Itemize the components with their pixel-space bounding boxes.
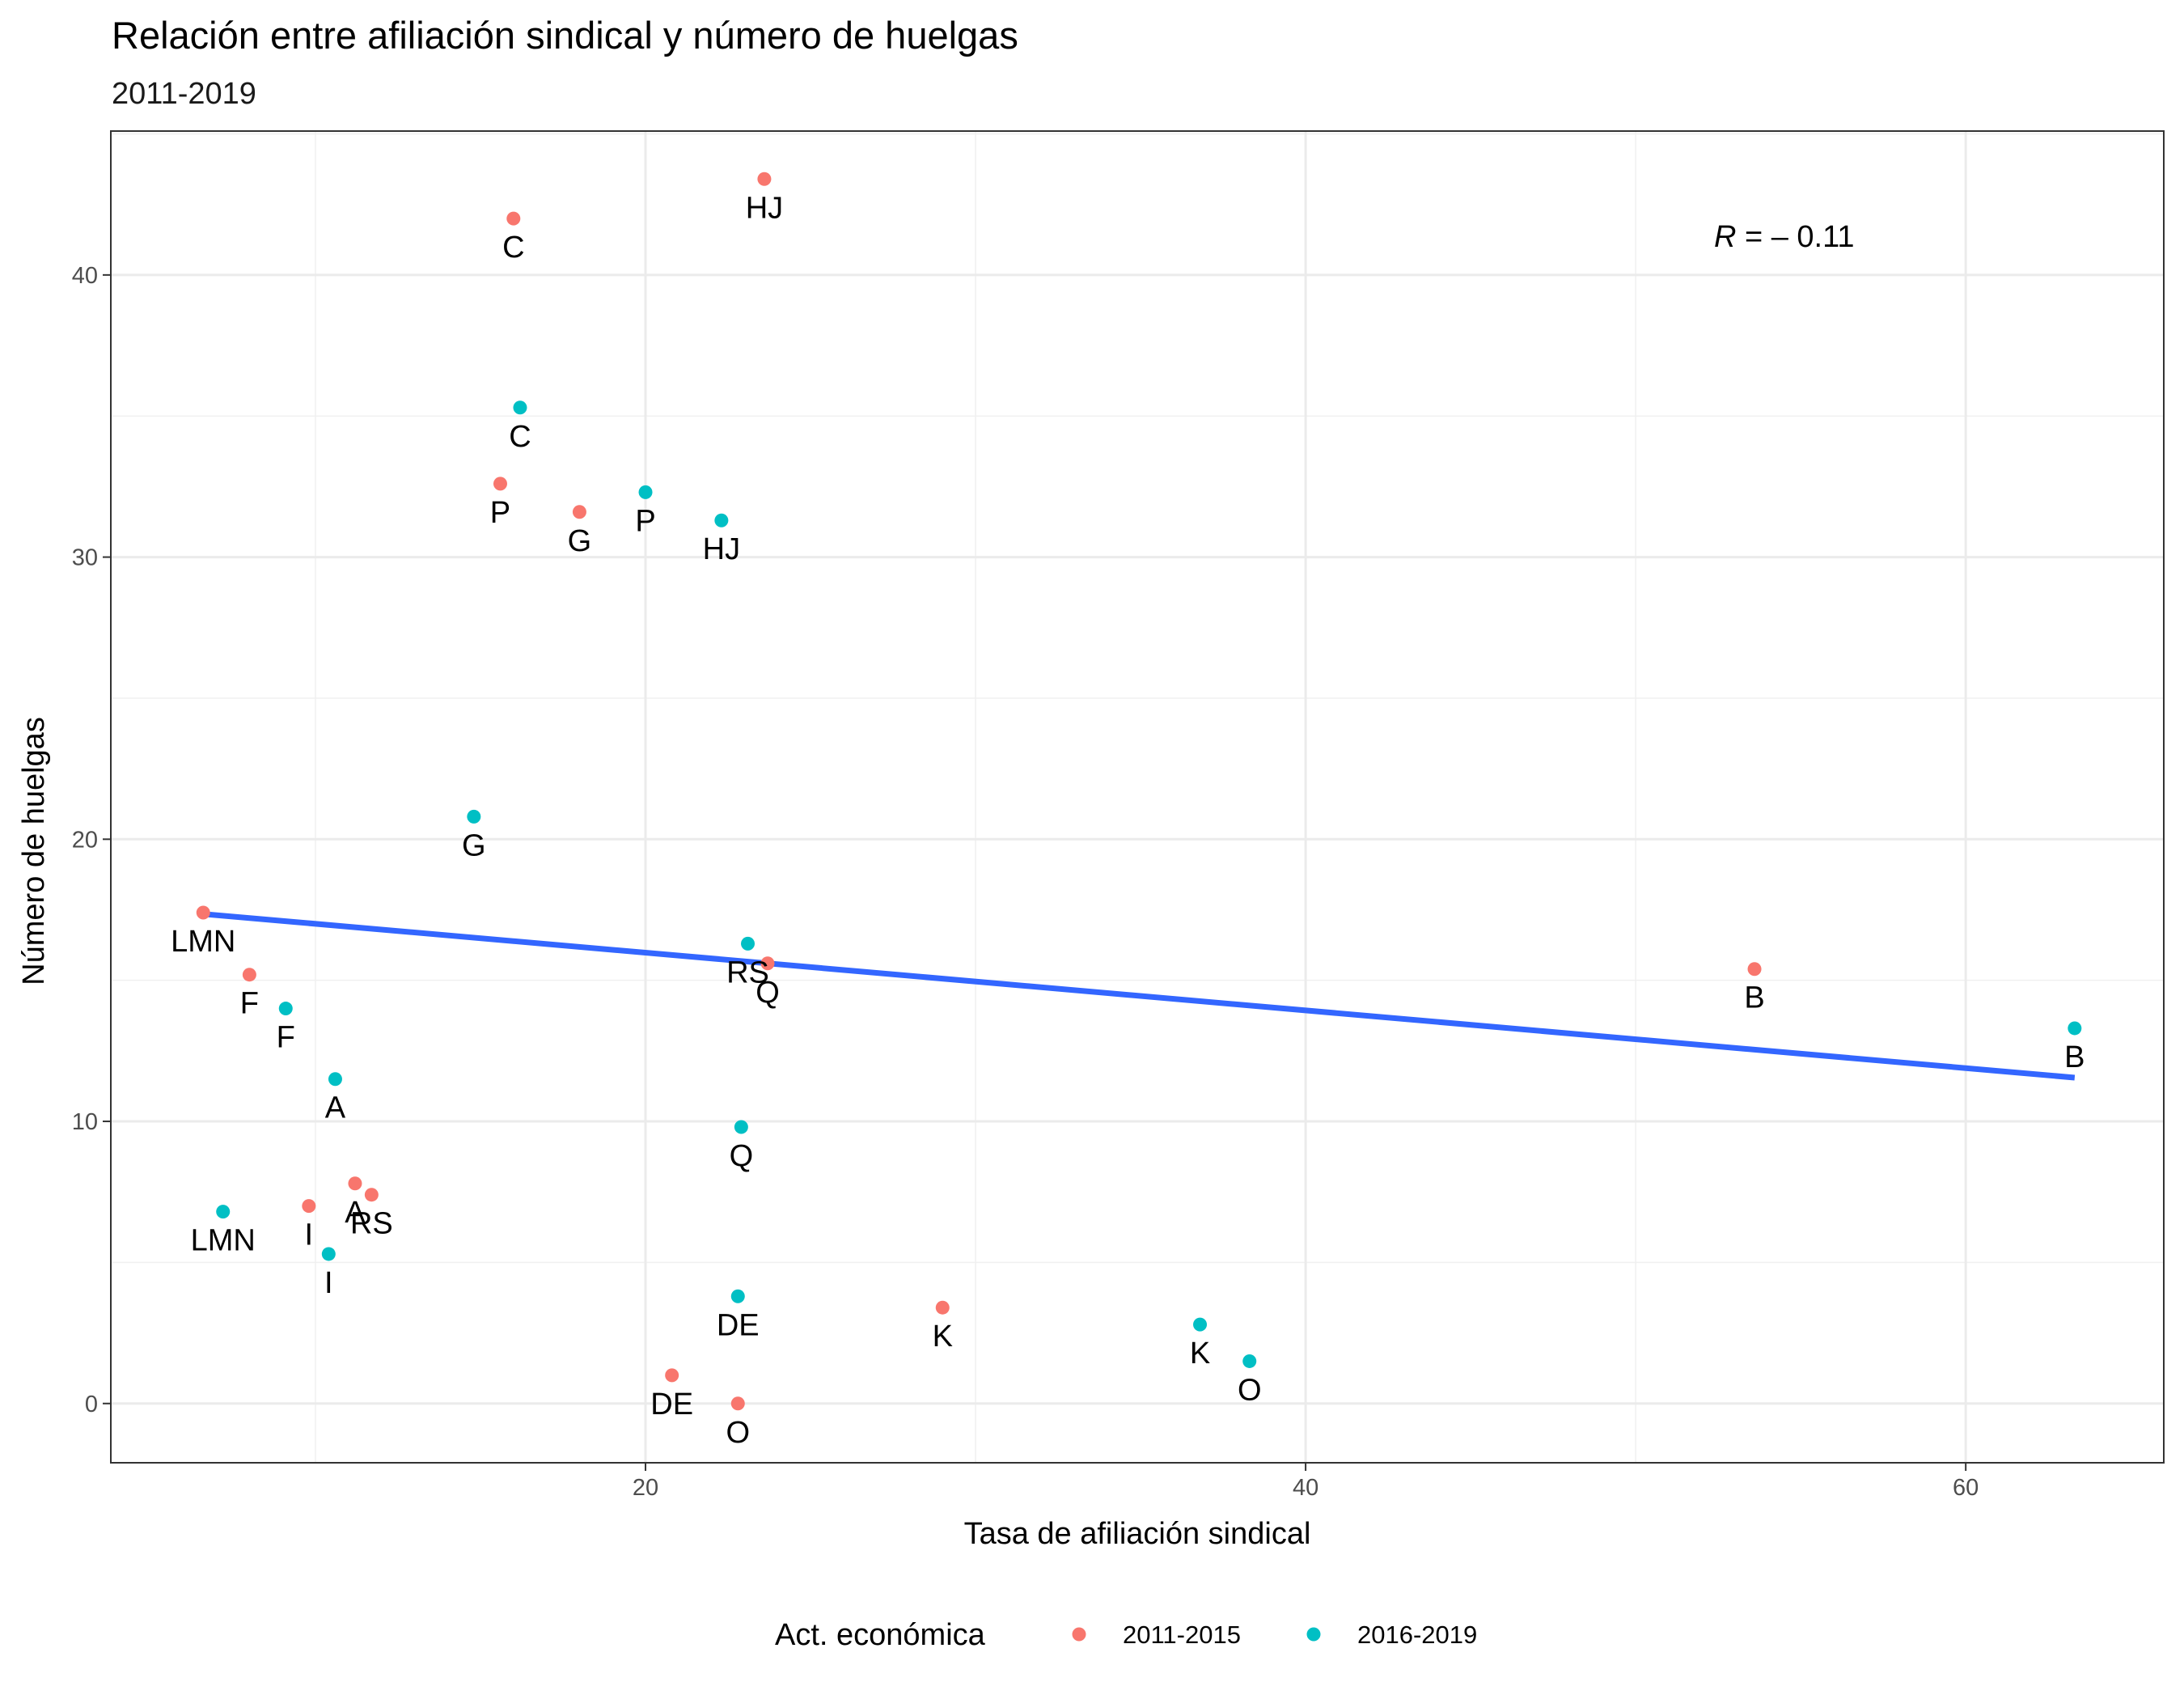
point-label: O <box>1238 1373 1262 1407</box>
point-label: DE <box>717 1308 760 1342</box>
point-label: O <box>726 1416 750 1450</box>
x-axis-ticks: 20 40 60 <box>633 1463 1979 1501</box>
data-point <box>196 905 210 920</box>
data-point <box>730 1289 745 1303</box>
point-label: I <box>324 1266 333 1300</box>
trend-line <box>202 911 2076 1081</box>
point-label: F <box>240 987 259 1021</box>
x-tick-label: 40 <box>1293 1475 1318 1501</box>
data-point <box>638 485 653 499</box>
point-label: K <box>1190 1337 1210 1371</box>
data-point <box>572 505 586 519</box>
legend-key-2016-2019 <box>1306 1627 1321 1642</box>
point-label: LMN <box>191 1224 256 1258</box>
data-point <box>714 513 729 527</box>
data-point <box>2068 1021 2082 1036</box>
chart-title: Relación entre afiliación sindical y núm… <box>112 14 1018 57</box>
point-label: RS <box>350 1207 393 1241</box>
legend-label-2011-2015: 2011-2015 <box>1123 1621 1241 1649</box>
panel-background <box>111 131 2164 1463</box>
y-axis-title: Número de huelgas <box>17 717 51 985</box>
y-axis-ticks: 0 10 20 30 40 <box>72 263 111 1417</box>
data-point <box>216 1205 231 1219</box>
point-label: RS <box>726 955 769 989</box>
data-points <box>196 172 2082 1411</box>
chart-subtitle: 2011-2019 <box>112 77 256 111</box>
data-point <box>348 1176 362 1191</box>
major-gridlines <box>111 131 2164 1463</box>
data-point <box>506 211 521 226</box>
data-point <box>493 477 507 491</box>
data-point <box>760 956 775 971</box>
y-tick-label: 40 <box>72 263 98 289</box>
correlation-annotation: R = – 0.11 <box>1714 220 1855 254</box>
data-point <box>328 1072 342 1087</box>
legend-title: Act. económica <box>775 1618 986 1652</box>
data-point <box>1747 962 1762 977</box>
legend-label-2016-2019: 2016-2019 <box>1357 1621 1477 1649</box>
legend-key-2011-2015 <box>1072 1627 1086 1642</box>
data-point <box>1242 1354 1257 1368</box>
data-point <box>935 1300 950 1315</box>
point-label: LMN <box>171 925 235 959</box>
x-tick-label: 60 <box>1953 1475 1979 1501</box>
panel-border <box>110 130 2165 1464</box>
point-label: Q <box>730 1139 754 1173</box>
data-point <box>242 968 256 982</box>
data-point <box>467 809 481 824</box>
data-point <box>364 1188 379 1202</box>
point-label: DE <box>650 1388 693 1421</box>
data-point <box>734 1120 748 1134</box>
r-value: = – 0.11 <box>1736 220 1854 254</box>
point-label: A <box>325 1091 346 1125</box>
data-point <box>741 936 756 951</box>
trend-line-group <box>202 911 2076 1081</box>
data-point <box>321 1247 336 1261</box>
data-point <box>757 172 772 186</box>
y-tick-label: 0 <box>85 1392 98 1417</box>
data-point <box>1193 1317 1208 1332</box>
point-label: B <box>2064 1040 2085 1074</box>
point-label: P <box>635 504 655 538</box>
data-point <box>302 1199 316 1214</box>
data-point <box>730 1396 745 1411</box>
point-label: G <box>462 828 486 862</box>
point-label: Q <box>756 976 780 1010</box>
point-label: A <box>345 1196 366 1230</box>
y-tick-label: 20 <box>72 827 98 853</box>
y-tick-label: 30 <box>72 545 98 571</box>
minor-gridlines <box>111 131 2164 1463</box>
point-label: K <box>933 1320 953 1354</box>
data-point <box>665 1368 679 1383</box>
point-label: HJ <box>703 532 740 566</box>
x-axis-title: Tasa de afiliación sindical <box>964 1517 1311 1551</box>
r-symbol: R <box>1714 220 1736 254</box>
point-label: F <box>277 1021 295 1055</box>
data-point <box>278 1002 293 1016</box>
point-label: G <box>568 524 592 558</box>
x-tick-label: 20 <box>633 1475 658 1501</box>
point-label: B <box>1744 981 1764 1015</box>
point-label: HJ <box>746 191 783 225</box>
y-tick-label: 10 <box>72 1109 98 1135</box>
data-point <box>513 400 527 415</box>
point-label: C <box>502 231 524 265</box>
legend: Act. económica 2011-2015 2016-2019 <box>775 1618 1477 1652</box>
point-label: I <box>305 1218 314 1252</box>
point-label: P <box>490 496 510 530</box>
point-label: C <box>509 420 531 454</box>
